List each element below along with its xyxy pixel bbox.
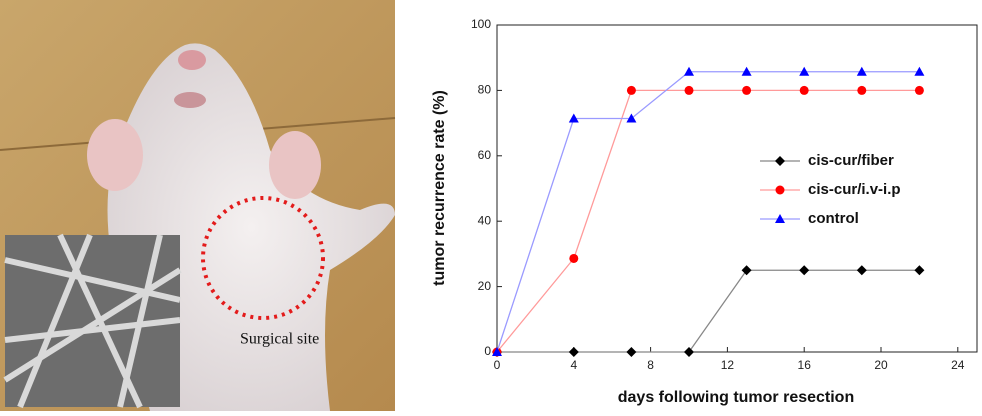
mouse-ear — [269, 131, 321, 199]
legend-text: cis-cur/fiber — [808, 152, 894, 169]
y-tick-label: 40 — [478, 213, 492, 227]
plot-frame — [497, 25, 977, 352]
x-tick-label: 12 — [721, 358, 735, 372]
marker — [857, 265, 867, 275]
marker — [685, 86, 694, 95]
marker — [914, 265, 924, 275]
y-tick-label: 60 — [478, 148, 492, 162]
x-tick-label: 20 — [874, 358, 888, 372]
mouse-nose — [178, 50, 206, 70]
marker — [627, 86, 636, 95]
photo-label: Surgical site — [240, 331, 319, 348]
x-tick-label: 0 — [494, 358, 501, 372]
y-tick-label: 0 — [484, 344, 491, 358]
x-tick-label: 4 — [570, 358, 577, 372]
marker — [800, 86, 809, 95]
y-tick-label: 100 — [471, 17, 491, 31]
marker — [915, 86, 924, 95]
marker — [775, 156, 785, 166]
marker — [742, 86, 751, 95]
marker — [569, 347, 579, 357]
marker — [776, 186, 785, 195]
mouse-mouth — [174, 92, 206, 108]
marker — [799, 265, 809, 275]
marker — [857, 86, 866, 95]
legend-text: cis-cur/i.v-i.p — [808, 181, 901, 198]
mouse-ear — [87, 119, 143, 191]
y-tick-label: 80 — [478, 83, 492, 97]
legend-text: control — [808, 210, 859, 227]
marker — [569, 254, 578, 263]
figure: Surgical site days following tumor resec… — [0, 0, 982, 411]
x-tick-label: 16 — [798, 358, 812, 372]
x-tick-label: 24 — [951, 358, 965, 372]
x-axis-title: days following tumor resection — [618, 389, 854, 406]
y-tick-label: 20 — [478, 279, 492, 293]
marker — [684, 347, 694, 357]
marker — [626, 347, 636, 357]
y-axis-title: tumor recurrence rate (%) — [431, 90, 448, 286]
series-line — [497, 270, 919, 352]
photo: Surgical site — [0, 0, 395, 411]
x-tick-label: 8 — [647, 358, 654, 372]
marker — [742, 265, 752, 275]
